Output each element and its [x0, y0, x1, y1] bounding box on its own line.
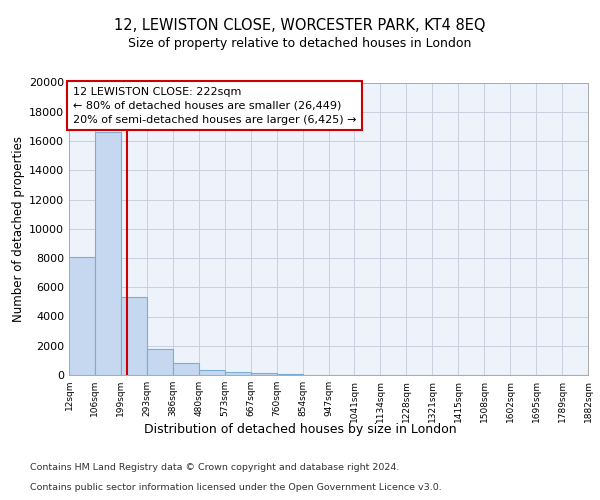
- Y-axis label: Number of detached properties: Number of detached properties: [12, 136, 25, 322]
- Bar: [225, 372, 251, 375]
- Text: Size of property relative to detached houses in London: Size of property relative to detached ho…: [128, 38, 472, 51]
- Text: Contains HM Land Registry data © Crown copyright and database right 2024.: Contains HM Land Registry data © Crown c…: [30, 462, 400, 471]
- Text: Distribution of detached houses by size in London: Distribution of detached houses by size …: [143, 422, 457, 436]
- Text: 12, LEWISTON CLOSE, WORCESTER PARK, KT4 8EQ: 12, LEWISTON CLOSE, WORCESTER PARK, KT4 …: [114, 18, 486, 32]
- Bar: [69, 256, 95, 375]
- Bar: [95, 132, 121, 375]
- Bar: [121, 298, 147, 375]
- Text: Contains public sector information licensed under the Open Government Licence v3: Contains public sector information licen…: [30, 484, 442, 492]
- Bar: [199, 370, 224, 375]
- Bar: [173, 364, 199, 375]
- Bar: [147, 350, 173, 375]
- Bar: [277, 374, 302, 375]
- Bar: [251, 373, 277, 375]
- Text: 12 LEWISTON CLOSE: 222sqm
← 80% of detached houses are smaller (26,449)
20% of s: 12 LEWISTON CLOSE: 222sqm ← 80% of detac…: [73, 87, 356, 125]
